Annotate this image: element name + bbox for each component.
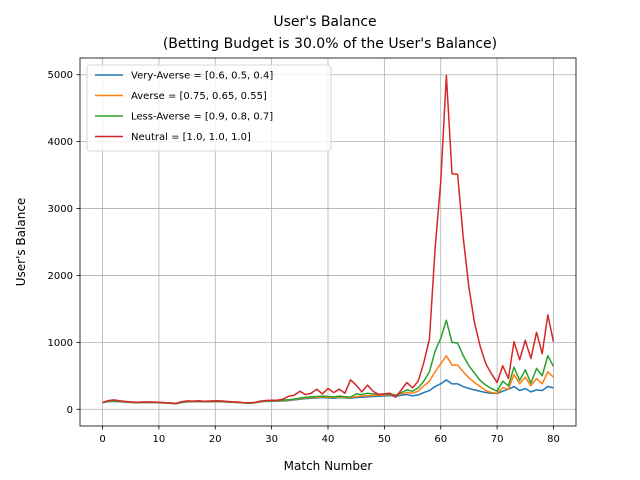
x-tick-label: 10 (153, 434, 166, 445)
x-axis-ticks: 0 10 20 30 40 50 60 70 80 (99, 426, 560, 445)
x-tick-label: 50 (378, 434, 391, 445)
x-tick-label: 40 (322, 434, 335, 445)
x-tick-label: 30 (265, 434, 278, 445)
y-tick-label: 1000 (48, 338, 73, 349)
y-tick-label: 5000 (48, 70, 73, 81)
legend: Very-Averse = [0.6, 0.5, 0.4] Averse = [0… (86, 64, 332, 152)
y-tick-label: 4000 (48, 137, 73, 148)
legend-label-4: Neutral = [1.0, 1.0, 1.0] (131, 132, 251, 143)
x-tick-label: 80 (547, 434, 560, 445)
legend-label-2: Averse = [0.75, 0.65, 0.55] (131, 91, 267, 102)
series-lines (102, 74, 555, 405)
y-axis-label: User's Balance (14, 198, 28, 287)
legend-frame (86, 64, 332, 152)
legend-label-1: Very-Averse = [0.6, 0.5, 0.4] (131, 71, 273, 82)
x-tick-label: 20 (209, 434, 222, 445)
x-axis-label: Match Number (284, 459, 373, 473)
y-tick-label: 3000 (48, 204, 73, 215)
chart-title: User's Balance (273, 14, 376, 30)
x-tick-label: 0 (99, 434, 105, 445)
chart-subtitle: (Betting Budget is 30.0% of the User's B… (163, 36, 497, 52)
x-tick-label: 70 (491, 434, 504, 445)
y-axis-ticks: 0 1000 2000 3000 4000 5000 (48, 70, 80, 416)
legend-label-3: Less-Averse = [0.9, 0.8, 0.7] (131, 112, 273, 123)
series-line-4 (102, 74, 555, 405)
y-tick-label: 0 (67, 405, 73, 416)
x-tick-label: 60 (434, 434, 447, 445)
y-tick-label: 2000 (48, 271, 73, 282)
